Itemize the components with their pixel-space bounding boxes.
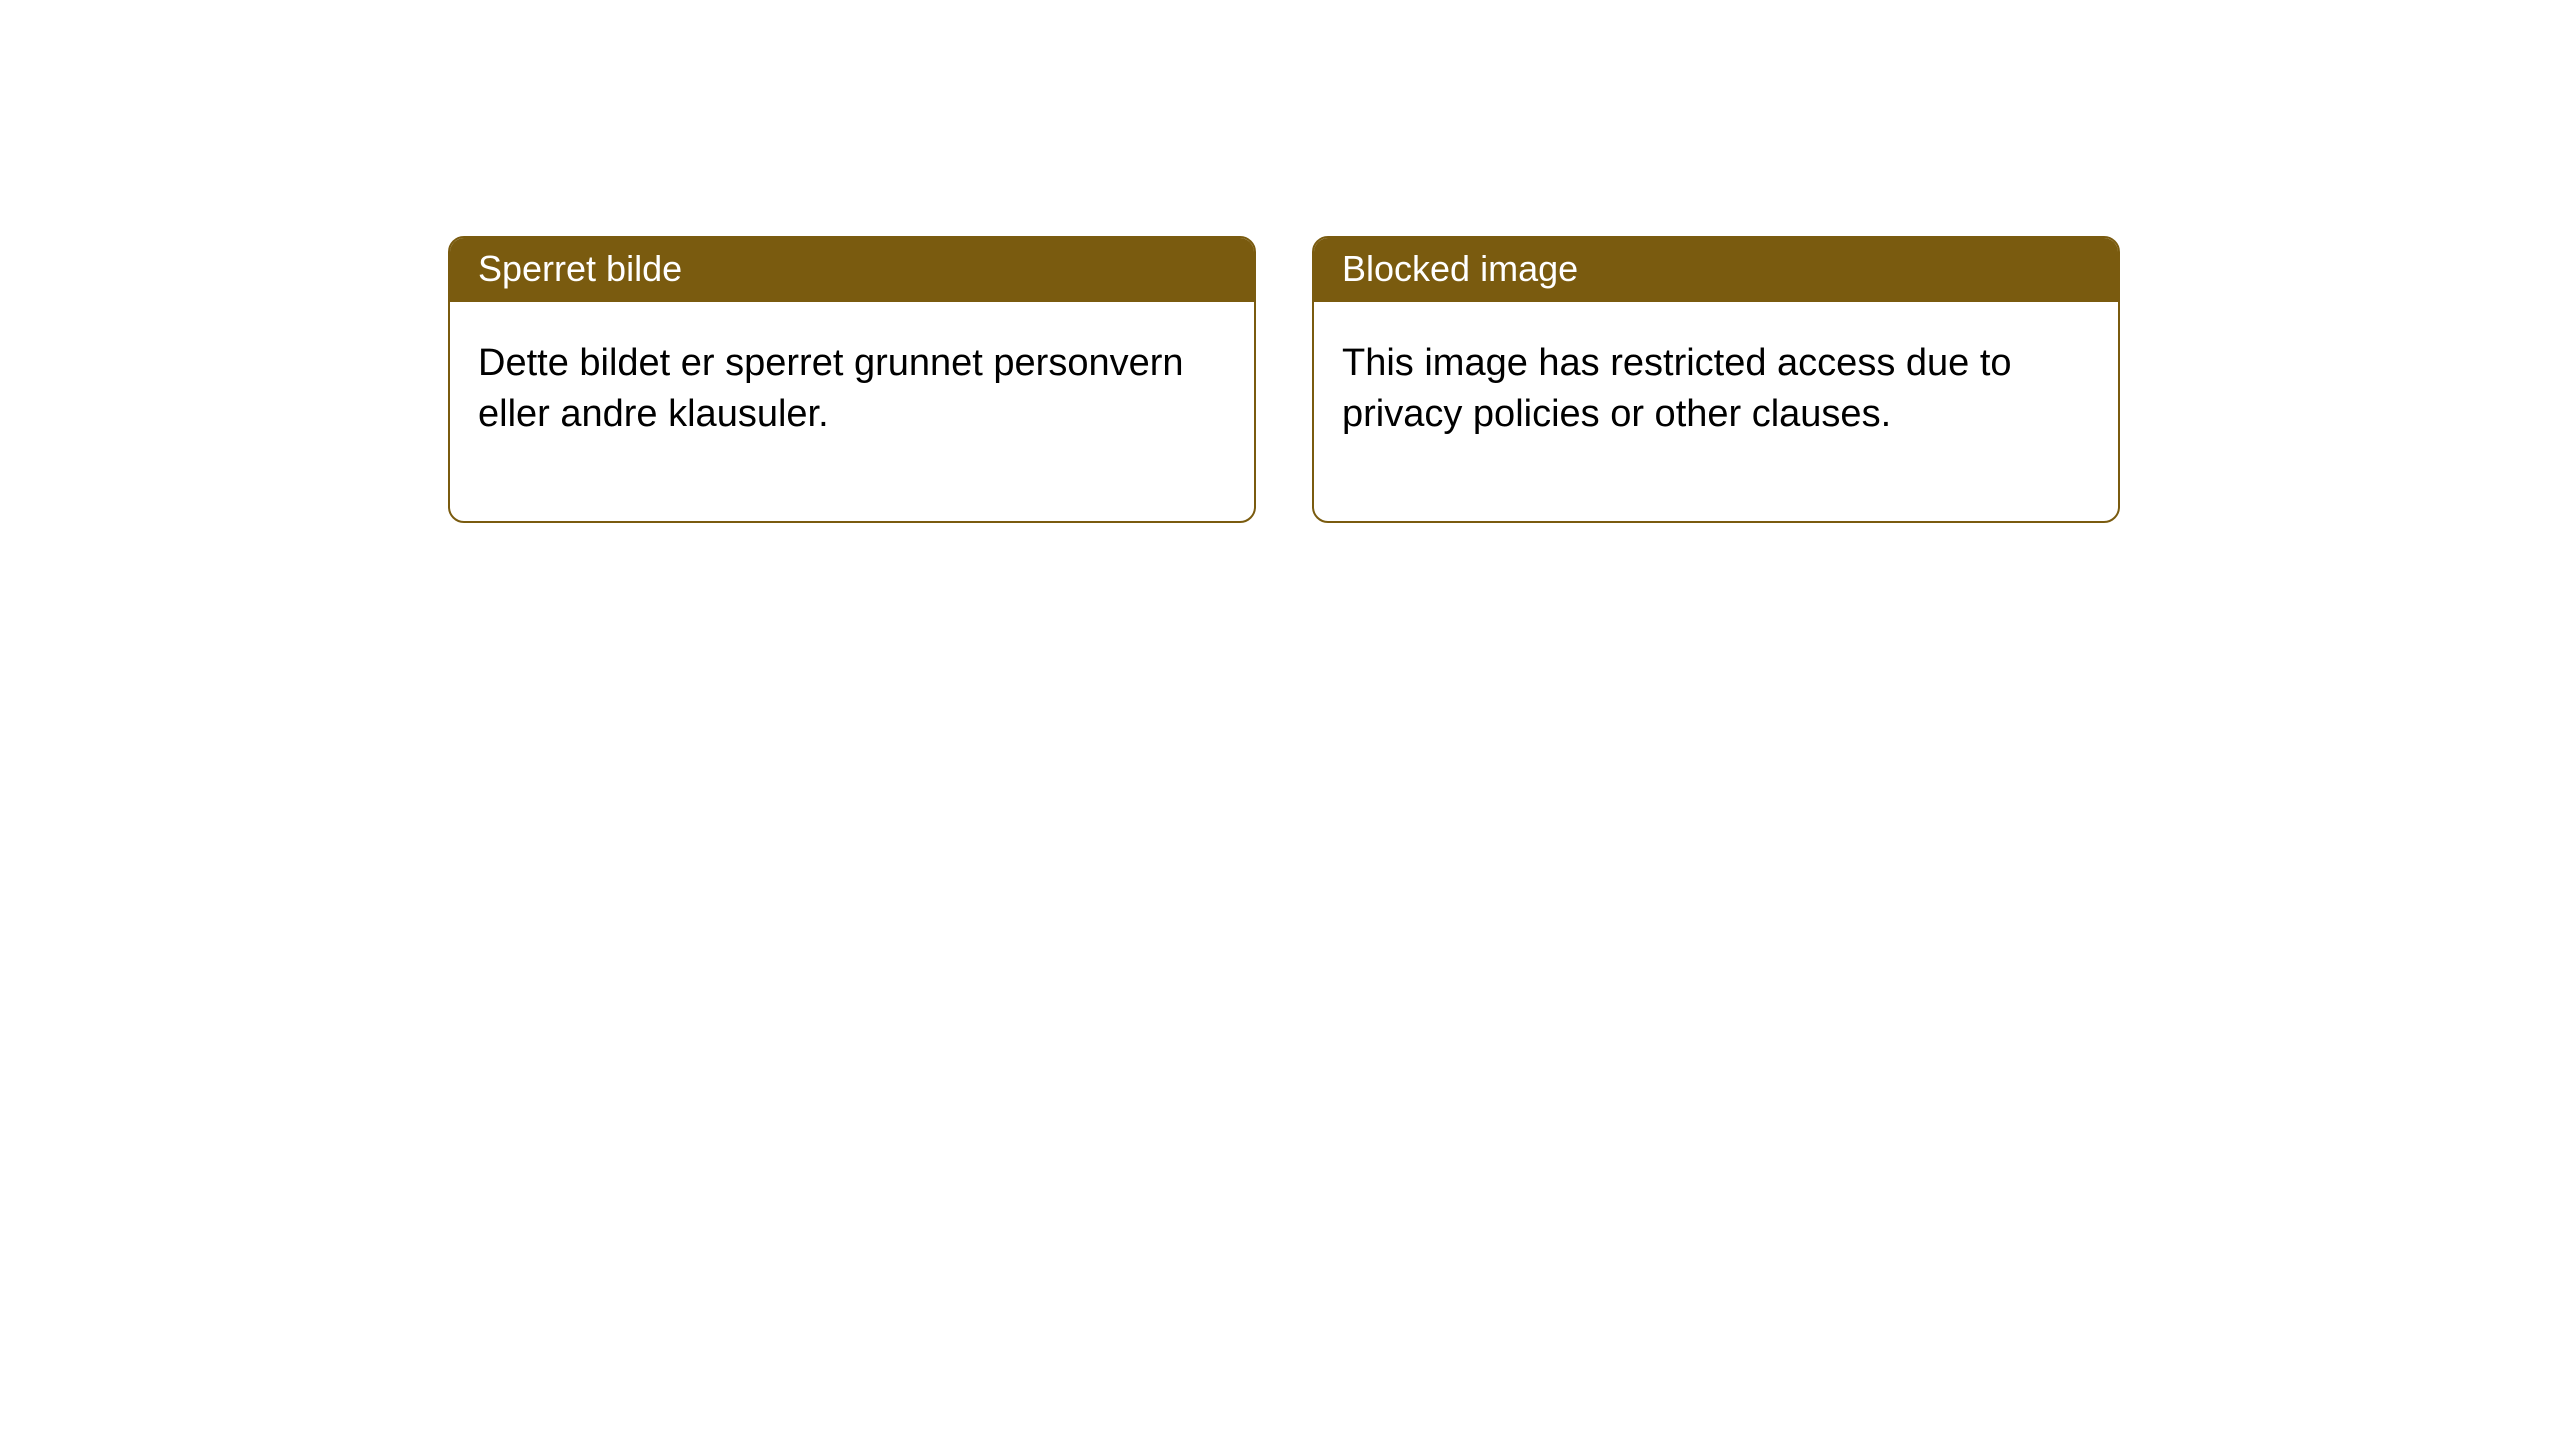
notice-box-norwegian: Sperret bilde Dette bildet er sperret gr… <box>448 236 1256 523</box>
notice-body-english: This image has restricted access due to … <box>1314 302 2118 521</box>
notice-box-english: Blocked image This image has restricted … <box>1312 236 2120 523</box>
notice-body-norwegian: Dette bildet er sperret grunnet personve… <box>450 302 1254 521</box>
notice-header-english: Blocked image <box>1314 238 2118 302</box>
notice-container: Sperret bilde Dette bildet er sperret gr… <box>0 0 2560 523</box>
notice-header-norwegian: Sperret bilde <box>450 238 1254 302</box>
